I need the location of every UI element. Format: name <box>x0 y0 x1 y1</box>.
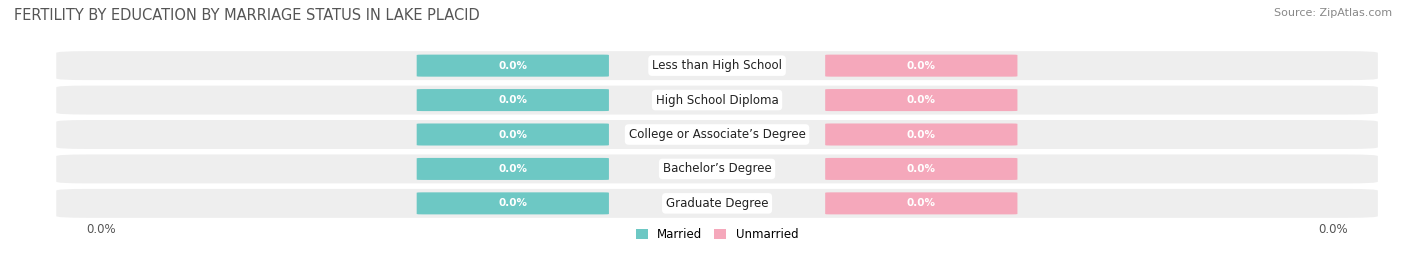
FancyBboxPatch shape <box>56 154 1378 183</box>
Legend: Married, Unmarried: Married, Unmarried <box>631 223 803 246</box>
FancyBboxPatch shape <box>416 158 609 180</box>
FancyBboxPatch shape <box>416 89 609 111</box>
Text: 0.0%: 0.0% <box>498 198 527 208</box>
FancyBboxPatch shape <box>825 192 1018 214</box>
Text: High School Diploma: High School Diploma <box>655 94 779 107</box>
FancyBboxPatch shape <box>56 120 1378 149</box>
FancyBboxPatch shape <box>56 51 1378 80</box>
FancyBboxPatch shape <box>416 192 609 214</box>
Text: 0.0%: 0.0% <box>907 95 936 105</box>
Text: 0.0%: 0.0% <box>907 198 936 208</box>
Text: College or Associate’s Degree: College or Associate’s Degree <box>628 128 806 141</box>
FancyBboxPatch shape <box>825 89 1018 111</box>
Text: 0.0%: 0.0% <box>907 61 936 71</box>
FancyBboxPatch shape <box>825 55 1018 77</box>
FancyBboxPatch shape <box>825 123 1018 146</box>
Text: 0.0%: 0.0% <box>907 129 936 140</box>
Text: 0.0%: 0.0% <box>498 95 527 105</box>
FancyBboxPatch shape <box>56 189 1378 218</box>
Text: 0.0%: 0.0% <box>907 164 936 174</box>
FancyBboxPatch shape <box>56 86 1378 115</box>
Text: Bachelor’s Degree: Bachelor’s Degree <box>662 162 772 175</box>
Text: Graduate Degree: Graduate Degree <box>666 197 768 210</box>
FancyBboxPatch shape <box>416 55 609 77</box>
Text: Less than High School: Less than High School <box>652 59 782 72</box>
Text: 0.0%: 0.0% <box>86 223 115 236</box>
Text: FERTILITY BY EDUCATION BY MARRIAGE STATUS IN LAKE PLACID: FERTILITY BY EDUCATION BY MARRIAGE STATU… <box>14 8 479 23</box>
Text: 0.0%: 0.0% <box>1319 223 1348 236</box>
Text: 0.0%: 0.0% <box>498 61 527 71</box>
Text: 0.0%: 0.0% <box>498 129 527 140</box>
Text: Source: ZipAtlas.com: Source: ZipAtlas.com <box>1274 8 1392 18</box>
FancyBboxPatch shape <box>825 158 1018 180</box>
Text: 0.0%: 0.0% <box>498 164 527 174</box>
FancyBboxPatch shape <box>416 123 609 146</box>
